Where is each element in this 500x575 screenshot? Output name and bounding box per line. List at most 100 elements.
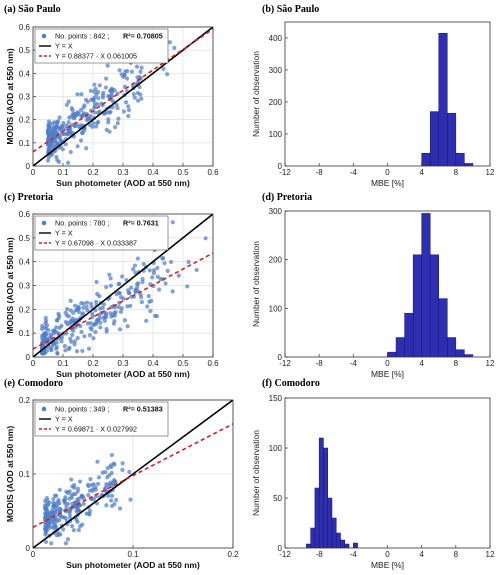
e-data-point (49, 541, 54, 546)
a-data-point (78, 123, 84, 128)
e-data-point (44, 520, 49, 525)
a-data-point (57, 115, 62, 120)
a-data-point (96, 119, 101, 125)
e-legend-r2: R²= 0.51383 (123, 405, 163, 414)
f-hist-bar (336, 532, 341, 548)
a-legend-one-to-one-label: Y = X (55, 42, 73, 51)
e-ytick-label: 0 (26, 544, 31, 553)
d-xtick-label: 4 (419, 359, 424, 368)
a-xtick-label: 0.1 (57, 168, 69, 177)
a-axes-frame (32, 26, 214, 167)
c-ytick-label: 0.5 (19, 234, 31, 243)
c-xtick-label: 0 (31, 359, 36, 368)
e-data-point (86, 492, 91, 498)
c-xlabel: Sun photometer (AOD at 550 nm) (56, 369, 190, 379)
e-one-to-one-line (33, 400, 233, 548)
c-data-point (111, 321, 117, 326)
a-data-point (49, 152, 54, 157)
c-data-point (49, 344, 54, 349)
b-hist-bar (447, 112, 457, 166)
c-data-point (43, 318, 49, 324)
c-data-point (147, 299, 152, 304)
c-data-point (42, 331, 47, 336)
a-data-point (47, 130, 52, 135)
b-xtick-label: 8 (454, 168, 459, 177)
c-data-point (68, 308, 73, 313)
c-data-point (82, 334, 87, 339)
a-data-point (61, 121, 66, 126)
e-data-point (70, 523, 75, 529)
c-one-to-one-line (33, 214, 213, 357)
b-ytick-label: 300 (269, 66, 283, 75)
e-data-point (88, 477, 93, 482)
a-ytick-label: 0.1 (19, 139, 31, 148)
a-data-point (87, 116, 92, 121)
c-xtick-label: 0.6 (207, 359, 219, 368)
e-axes-frame (32, 399, 234, 549)
e-data-point (109, 452, 115, 458)
c-data-point (176, 273, 181, 278)
e-xtick-label: 0 (31, 550, 36, 559)
c-ytick-label: 0.6 (19, 210, 31, 219)
d-ytick-label: 100 (269, 304, 283, 313)
c-data-point (62, 344, 68, 349)
c-data-point (51, 328, 56, 333)
f-hist-bar (340, 539, 346, 548)
c-data-point (69, 318, 74, 323)
e-data-point (51, 504, 56, 509)
a-ytick-label: 0.4 (19, 69, 31, 78)
c-data-point (93, 308, 98, 313)
e-xlabel: Sun photometer (AOD at 550 nm) (66, 560, 200, 570)
d-ytick-label: 200 (269, 256, 283, 265)
b-ylabel: Number of observation (251, 51, 261, 137)
a-data-point (96, 96, 101, 101)
c-data-point (67, 345, 72, 350)
d-marks (387, 213, 474, 357)
e-data-point (75, 489, 80, 494)
c-data-point (125, 304, 130, 309)
c-data-point (140, 276, 145, 282)
c-data-point (163, 281, 168, 286)
f-hist-bar (314, 487, 320, 548)
a-data-point (91, 120, 96, 126)
a-data-point (64, 131, 70, 137)
c-data-point (93, 329, 98, 335)
e-data-point (117, 506, 123, 511)
c-data-point (120, 274, 125, 279)
a-data-point (121, 109, 127, 114)
c-data-point (108, 283, 113, 288)
c-data-point (146, 294, 151, 299)
e-data-point (56, 532, 61, 538)
c-data-point (133, 288, 138, 293)
c-data-point (155, 265, 160, 271)
c-data-point (85, 308, 90, 313)
c-data-point (136, 281, 141, 286)
e-data-point (109, 493, 115, 499)
c-legend-one-to-one-label: Y = X (55, 229, 73, 238)
c-legend-point-marker (41, 220, 47, 226)
e-data-point (51, 500, 56, 505)
f-ytick-label: 150 (269, 394, 283, 403)
f-xtick-label: 8 (454, 550, 459, 559)
e-data-point (120, 461, 125, 466)
b-xtick-label: -12 (279, 168, 291, 177)
a-data-point (68, 149, 73, 155)
a-data-point (57, 134, 63, 139)
e-legend-point-marker (41, 406, 47, 412)
e-data-point (64, 504, 69, 510)
a-data-point (132, 95, 137, 100)
d-hist-bar (455, 349, 465, 357)
e-data-point (71, 492, 76, 497)
c-data-point (65, 306, 70, 312)
e-data-point (51, 496, 56, 502)
c-data-point (170, 220, 175, 225)
c-data-point (150, 275, 155, 280)
c-data-point (74, 349, 80, 354)
e-data-point (112, 502, 117, 507)
e-data-point (95, 481, 101, 486)
f-ytick-label: 0 (278, 544, 283, 553)
a-data-point (66, 160, 71, 165)
a-data-point (124, 76, 130, 81)
a-data-point (80, 131, 85, 136)
c-legend-points-text: No. points : 780 ; (55, 219, 109, 228)
